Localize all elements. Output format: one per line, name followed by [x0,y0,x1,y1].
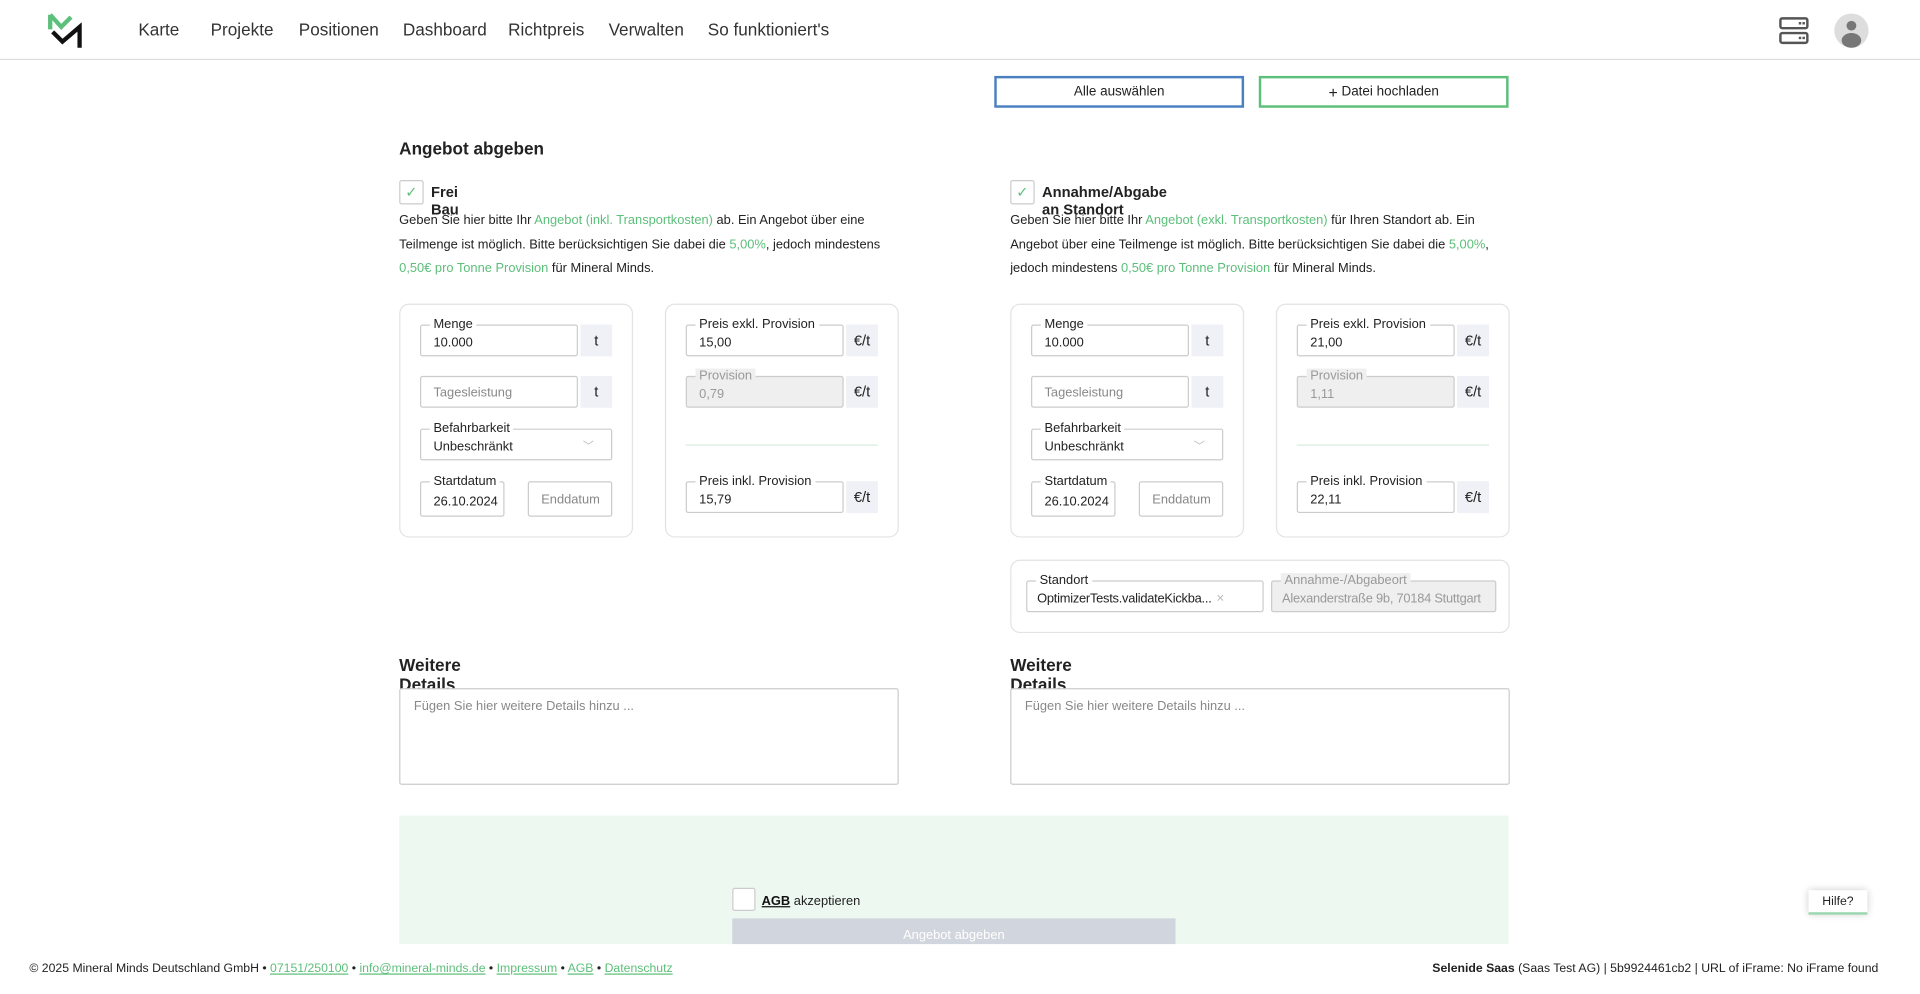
help-button[interactable]: Hilfe? [1808,890,1868,915]
location-card: Standort OptimizerTests.validateKickba...… [1010,559,1510,634]
agb-accept-label: AGB akzeptieren [761,893,861,909]
menge-unit: t [580,324,613,357]
standort-description: Geben Sie hier bitte Ihr Angebot (exkl. … [1010,213,1489,276]
datenschutz-link[interactable]: Datenschutz [604,962,673,976]
befahrbarkeit-select[interactable]: Befahrbarkeit Unbeschränkt ﹀ [1031,421,1224,461]
nav-dashboard[interactable]: Dashboard [402,19,487,40]
divider [685,444,878,446]
chevron-down-icon: ﹀ [1193,439,1205,452]
agb-link[interactable]: AGB [761,893,791,909]
abgabeort-input: Annahme-/Abgabeort Alexanderstraße 9b, 70… [1271,573,1497,613]
mineral-minds-logo[interactable] [47,12,86,49]
nav-projekte[interactable]: Projekte [210,19,274,40]
submit-offer-button[interactable]: Angebot abgeben [732,918,1176,945]
provision-input: Provision 0,79 [685,368,844,408]
preis-inkl-unit: €/t [1457,481,1489,514]
server-icon[interactable] [1778,16,1810,45]
befahrbarkeit-select[interactable]: Befahrbarkeit Unbeschränkt ﹀ [420,421,613,461]
chevron-down-icon: ﹀ [582,439,594,452]
footer-left: © 2025 Mineral Minds Deutschland GmbH • … [29,962,673,976]
clear-icon[interactable]: × [1216,591,1225,607]
submit-panel: AGB akzeptieren Angebot abgeben [399,815,1509,945]
price-card: Preis exkl. Provision 21,00 €/t Provision… [1275,303,1510,538]
tagesleistung-unit: t [580,375,613,408]
preis-exkl-input[interactable]: Preis exkl. Provision 21,00 [1296,317,1455,357]
nav-karte[interactable]: Karte [138,19,180,40]
menge-input[interactable]: Menge 10.000 [1031,317,1189,357]
nav-positionen[interactable]: Positionen [298,19,379,40]
provision-input: Provision 1,11 [1296,368,1455,408]
provision-unit: €/t [1457,375,1489,408]
details-textarea[interactable]: Fügen Sie hier weitere Details hinzu ... [1010,688,1510,785]
agb-footer-link[interactable]: AGB [567,962,594,976]
details-textarea[interactable]: Fügen Sie hier weitere Details hinzu ... [399,688,899,785]
preis-exkl-unit: €/t [846,324,878,357]
provision-unit: €/t [846,375,878,408]
tagesleistung-input[interactable]: Tagesleistung [420,375,578,408]
check-icon: ✓ [1016,183,1029,201]
preis-exkl-input[interactable]: Preis exkl. Provision 15,00 [685,317,844,357]
standort-option-label: Annahme/Abgabe an Standort [1042,183,1167,218]
tagesleistung-unit: t [1191,375,1224,408]
frei-bau-label: Frei Bau [431,183,459,218]
nav-richtpreis[interactable]: Richtpreis [508,19,585,40]
frei-bau-checkbox[interactable]: ✓ [399,180,424,205]
preis-exkl-unit: €/t [1457,324,1489,357]
quantity-card: Menge 10.000 t Tagesleistung t Befahrbark… [1010,303,1245,538]
standort-select[interactable]: Standort OptimizerTests.validateKickba...… [1026,573,1264,613]
frei-bau-description: Geben Sie hier bitte Ihr Angebot (inkl. … [399,213,881,276]
top-nav: Karte Projekte Positionen Dashboard Rich… [0,0,1920,61]
avatar-icon[interactable] [1833,12,1870,49]
menge-unit: t [1191,324,1224,357]
agb-checkbox[interactable] [732,887,756,912]
select-all-label: Alle auswählen [1073,84,1165,100]
startdatum-input[interactable]: Startdatum 26.10.2024 [420,473,505,517]
impressum-link[interactable]: Impressum [496,962,558,976]
footer-right: Selenide Saas (Saas Test AG) | 5b9924461… [1432,962,1879,976]
tagesleistung-input[interactable]: Tagesleistung [1031,375,1189,408]
email-link[interactable]: info@mineral-minds.de [359,962,486,976]
divider [1296,444,1489,446]
select-all-button[interactable]: Alle auswählen [994,75,1245,108]
plus-icon: + [1328,82,1338,102]
nav-verwalten[interactable]: Verwalten [608,19,684,40]
upload-label: Datei hochladen [1341,84,1439,100]
enddatum-input[interactable]: Enddatum [1138,481,1224,517]
page-title: Angebot abgeben [399,138,544,158]
phone-link[interactable]: 07151/250100 [270,962,349,976]
quantity-card: Menge 10.000 t Tagesleistung t Befahrbark… [399,303,634,538]
preis-inkl-input[interactable]: Preis inkl. Provision 22,11 [1296,473,1455,514]
upload-file-button[interactable]: + Datei hochladen [1258,75,1509,108]
startdatum-input[interactable]: Startdatum 26.10.2024 [1031,473,1116,517]
check-icon: ✓ [405,183,418,201]
price-card: Preis exkl. Provision 15,00 €/t Provision… [664,303,899,538]
nav-so-funktionierts[interactable]: So funktioniert's [707,19,830,40]
enddatum-input[interactable]: Enddatum [527,481,613,517]
preis-inkl-input[interactable]: Preis inkl. Provision 15,79 [685,473,844,514]
preis-inkl-unit: €/t [846,481,878,514]
menge-input[interactable]: Menge 10.000 [420,317,578,357]
standort-checkbox[interactable]: ✓ [1010,180,1035,205]
